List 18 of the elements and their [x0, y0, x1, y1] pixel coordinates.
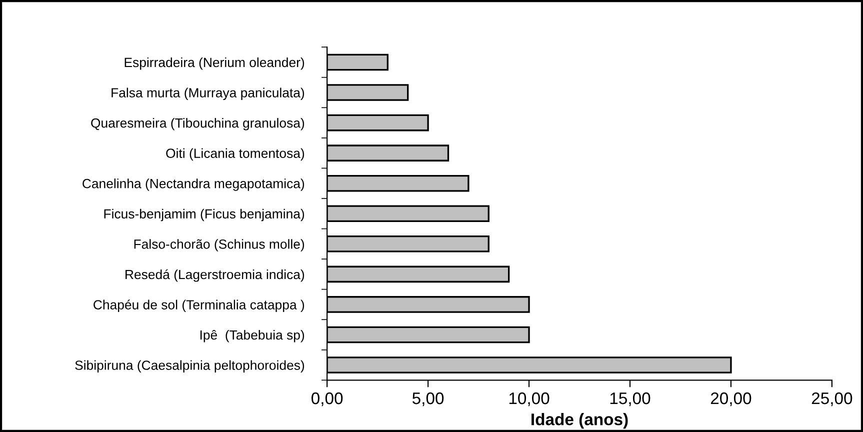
y-tick-label: Canelinha (Nectandra megapotamica) [82, 178, 304, 191]
y-tick-label: Sibipiruna (Caesalpinia peltophoroides) [75, 360, 304, 373]
y-tick-label: Ficus-benjamim (Ficus benjamina) [104, 208, 304, 222]
y-tick-label: Quaresmeira (Tibouchina granulosa) [91, 118, 304, 130]
x-tick-label: 15,00 [610, 392, 650, 406]
y-tick-label: Falso-chorão (Schinus molle) [134, 239, 304, 252]
y-tick-label: Resedá (Lagerstroemia indica) [126, 269, 304, 282]
x-tick-label: 20,00 [710, 392, 752, 406]
y-tick-label: Falsa murta (Murraya paniculata) [112, 88, 304, 100]
x-tick-label: 5,00 [412, 392, 444, 406]
x-axis-title: Idade (anos) [532, 413, 628, 429]
y-tick-label: Oiti (Licania tomentosa) [166, 148, 304, 161]
x-tick-label: 25,00 [812, 392, 852, 406]
y-tick-label: Chapéu de sol (Terminalia catappa ) [94, 300, 304, 312]
x-tick-label: 0,00 [312, 392, 343, 406]
x-tick-label: 10,00 [509, 392, 550, 406]
y-tick-label: Espirradeira (Nerium oleander) [124, 57, 304, 70]
y-tick-label: Ipê (Tabebuia sp) [200, 330, 304, 342]
